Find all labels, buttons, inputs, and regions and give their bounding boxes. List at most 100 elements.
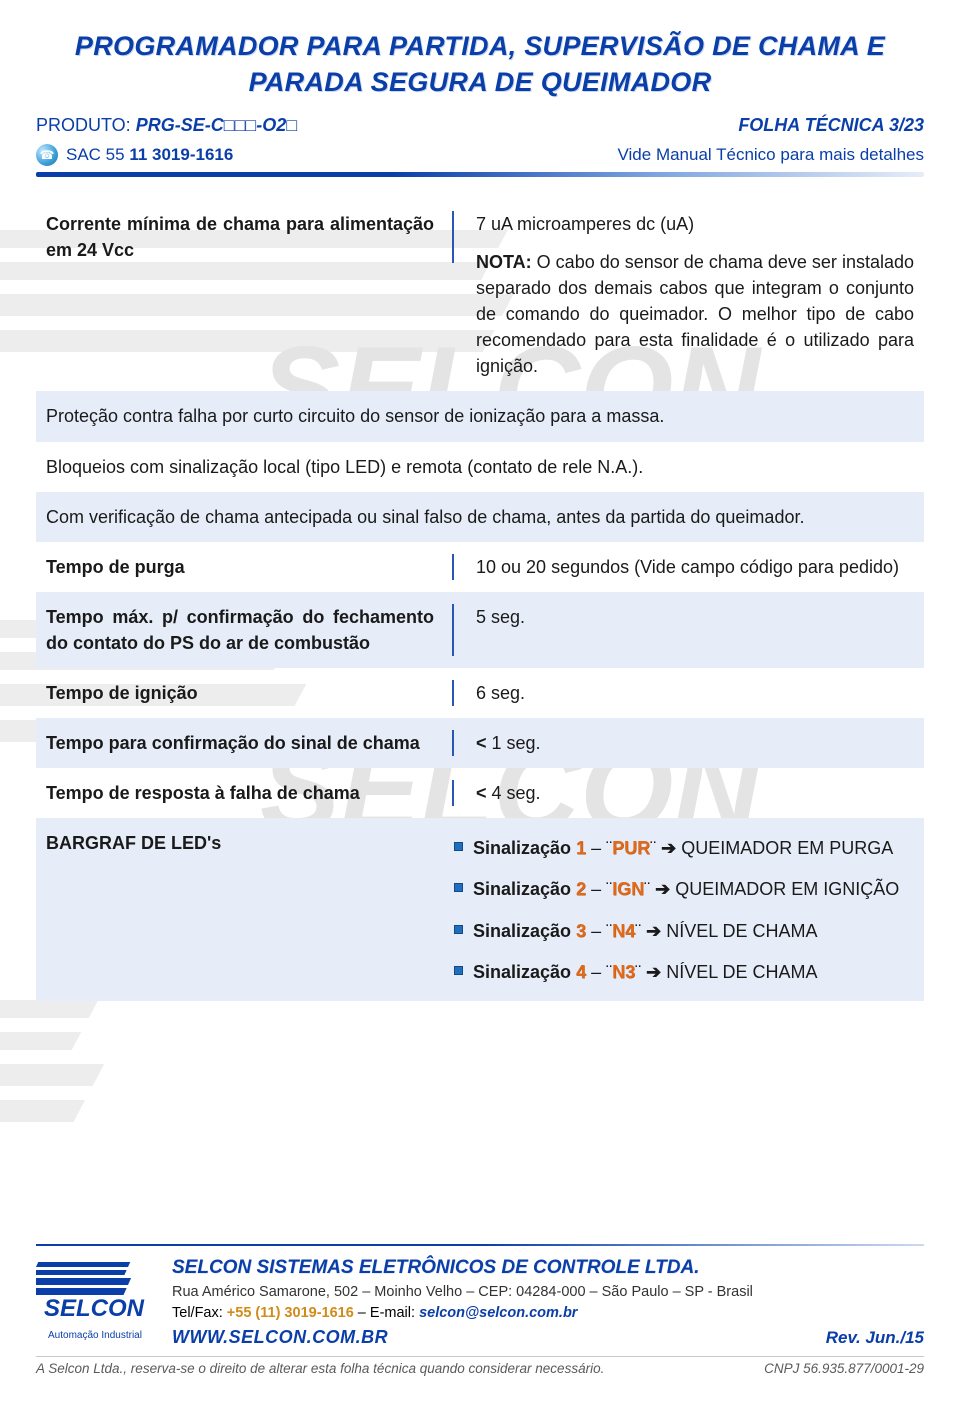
tel-label: Tel/Fax: bbox=[172, 1305, 227, 1321]
row-label: Tempo de purga bbox=[46, 554, 454, 580]
arrow-icon: ➔ bbox=[661, 838, 676, 858]
sac-label: SAC 55 bbox=[66, 145, 129, 164]
title-line-2: PARADA SEGURA DE QUEIMADOR bbox=[249, 67, 712, 97]
row-value: < 1 seg. bbox=[454, 730, 914, 756]
note-body: O cabo do sensor de chama deve ser insta… bbox=[476, 252, 914, 376]
row-blocks: Bloqueios com sinalização local (tipo LE… bbox=[36, 442, 924, 492]
value-line: 7 uA microamperes dc (uA) bbox=[476, 211, 914, 237]
row-purge-time: Tempo de purga 10 ou 20 segundos (Vide c… bbox=[36, 542, 924, 592]
arrow-icon: ➔ bbox=[646, 962, 661, 982]
row-full-text: Bloqueios com sinalização local (tipo LE… bbox=[46, 454, 914, 480]
row-label: BARGRAF DE LED's bbox=[46, 830, 454, 856]
sig-desc: QUEIMADOR EM IGNIÇÃO bbox=[670, 879, 899, 899]
quote: ¨ bbox=[644, 879, 655, 899]
manual-note: Vide Manual Técnico para mais detalhes bbox=[618, 145, 925, 165]
sig-label: Sinalização bbox=[473, 879, 576, 899]
page-title: PROGRAMADOR PARA PARTIDA, SUPERVISÃO DE … bbox=[36, 28, 924, 101]
subheader: PRODUTO: PRG-SE-C□□□-O2□ FOLHA TÉCNICA 3… bbox=[36, 115, 924, 136]
bullet-icon bbox=[454, 842, 463, 851]
dash: – bbox=[354, 1305, 370, 1321]
row-label: Tempo de resposta à falha de chama bbox=[46, 780, 454, 806]
company-logo: SELCON Automação Industrial bbox=[36, 1254, 154, 1341]
product-code: PRG-SE-C□□□-O2□ bbox=[136, 115, 298, 135]
dash: – bbox=[586, 879, 606, 899]
row-value: 6 seg. bbox=[454, 680, 914, 706]
sig-desc: NÍVEL DE CHAMA bbox=[661, 962, 817, 982]
tel-number: +55 (11) 3019-1616 bbox=[227, 1305, 354, 1321]
row-full-text: Com verificação de chama antecipada ou s… bbox=[46, 504, 914, 530]
footer-divider bbox=[36, 1244, 924, 1246]
row-flame-fail-response: Tempo de resposta à falha de chama < 4 s… bbox=[36, 768, 924, 818]
row-flame-check: Com verificação de chama antecipada ou s… bbox=[36, 492, 924, 542]
sig-code: IGN bbox=[612, 879, 644, 899]
sig-label: Sinalização bbox=[473, 838, 576, 858]
row-label: Tempo de ignição bbox=[46, 680, 454, 706]
sig-code: N4 bbox=[612, 921, 635, 941]
sig-label: Sinalização bbox=[473, 962, 576, 982]
sig-desc: NÍVEL DE CHAMA bbox=[661, 921, 817, 941]
sheet-label: FOLHA TÉCNICA 3/23 bbox=[738, 115, 924, 136]
footer-cnpj: CNPJ 56.935.877/0001-29 bbox=[764, 1361, 924, 1376]
sig-label: Sinalização bbox=[473, 921, 576, 941]
dash: – bbox=[586, 838, 606, 858]
sig-code: N3 bbox=[612, 962, 635, 982]
sac-row: ☎ SAC 55 11 3019-1616 Vide Manual Técnic… bbox=[36, 144, 924, 166]
row-bargraf: BARGRAF DE LED's Sinalização 1 – ¨ PUR ¨ ➔… bbox=[36, 818, 924, 1001]
bargraf-item: Sinalização 3 – ¨N4¨ ➔ NÍVEL DE CHAMA bbox=[454, 919, 914, 944]
header-divider bbox=[36, 172, 924, 177]
footer-revision: Rev. Jun./15 bbox=[826, 1328, 924, 1348]
row-ignition-time: Tempo de ignição 6 seg. bbox=[36, 668, 924, 718]
row-value: 5 seg. bbox=[454, 604, 914, 630]
bargraf-list: Sinalização 1 – ¨ PUR ¨ ➔ QUEIMADOR EM PUR… bbox=[454, 830, 914, 989]
row-value: 10 ou 20 segundos (Vide campo código par… bbox=[454, 554, 914, 580]
arrow-icon: ➔ bbox=[646, 921, 661, 941]
sig-code: PUR bbox=[612, 838, 650, 858]
footer-company: SELCON SISTEMAS ELETRÔNICOS DE CONTROLE … bbox=[172, 1254, 924, 1282]
footer: SELCON Automação Industrial SELCON SISTE… bbox=[36, 1244, 924, 1376]
dash: – bbox=[586, 921, 606, 941]
value-text: 1 seg. bbox=[487, 733, 541, 753]
sig-num: 2 bbox=[576, 879, 586, 899]
product-prefix: PRODUTO: bbox=[36, 115, 136, 135]
lt-icon: < bbox=[476, 733, 487, 753]
email-link[interactable]: selcon@selcon.com.br bbox=[419, 1305, 577, 1321]
spec-table: Corrente mínima de chama para alimentaçã… bbox=[36, 199, 924, 1001]
footer-website[interactable]: WWW.SELCON.COM.BR bbox=[172, 1324, 924, 1350]
bargraf-item: Sinalização 2 – ¨IGN¨ ➔ QUEIMADOR EM IGN… bbox=[454, 877, 914, 902]
row-min-current: Corrente mínima de chama para alimentaçã… bbox=[36, 199, 924, 392]
row-short-protection: Proteção contra falha por curto circuito… bbox=[36, 391, 924, 441]
row-label: Tempo para confirmação do sinal de chama bbox=[46, 730, 454, 756]
quote: ¨ bbox=[635, 962, 646, 982]
sig-num: 3 bbox=[576, 921, 586, 941]
title-line-1: PROGRAMADOR PARA PARTIDA, SUPERVISÃO DE … bbox=[75, 31, 885, 61]
row-full-text: Proteção contra falha por curto circuito… bbox=[46, 403, 914, 429]
row-label: Corrente mínima de chama para alimentaçã… bbox=[46, 211, 454, 263]
bullet-icon bbox=[454, 883, 463, 892]
bullet-icon bbox=[454, 925, 463, 934]
bargraf-item: Sinalização 4 – ¨N3¨ ➔ NÍVEL DE CHAMA bbox=[454, 960, 914, 985]
sac-phone: 11 3019-1616 bbox=[129, 145, 233, 164]
note-label: NOTA: bbox=[476, 252, 532, 272]
row-value: < 4 seg. bbox=[454, 780, 914, 806]
footer-address: Rua Américo Samarone, 502 – Moinho Velho… bbox=[172, 1282, 924, 1303]
footer-disclaimer: A Selcon Ltda., reserva-se o direito de … bbox=[36, 1361, 604, 1376]
sig-num: 1 bbox=[576, 838, 586, 858]
row-value: 7 uA microamperes dc (uA) NOTA: O cabo d… bbox=[454, 211, 914, 380]
svg-text:SELCON: SELCON bbox=[44, 1295, 145, 1322]
logo-caption: Automação Industrial bbox=[36, 1330, 154, 1341]
lt-icon: < bbox=[476, 783, 487, 803]
value-text: 4 seg. bbox=[487, 783, 541, 803]
sig-desc: QUEIMADOR EM PURGA bbox=[676, 838, 893, 858]
bargraf-item: Sinalização 1 – ¨PUR¨ ➔ QUEIMADOR EM PUR… bbox=[454, 836, 914, 861]
arrow-icon: ➔ bbox=[655, 879, 670, 899]
sig-num: 4 bbox=[576, 962, 586, 982]
footer-contact: Tel/Fax: +55 (11) 3019-1616 – E-mail: se… bbox=[172, 1303, 924, 1324]
phone-icon: ☎ bbox=[36, 144, 58, 166]
quote: ¨ bbox=[635, 921, 646, 941]
row-label: Tempo máx. p/ confirmação do fechamento … bbox=[46, 604, 454, 656]
row-flame-confirm: Tempo para confirmação do sinal de chama… bbox=[36, 718, 924, 768]
bullet-icon bbox=[454, 966, 463, 975]
email-label: E-mail: bbox=[370, 1305, 419, 1321]
row-ps-confirm: Tempo máx. p/ confirmação do fechamento … bbox=[36, 592, 924, 668]
dash: – bbox=[586, 962, 606, 982]
